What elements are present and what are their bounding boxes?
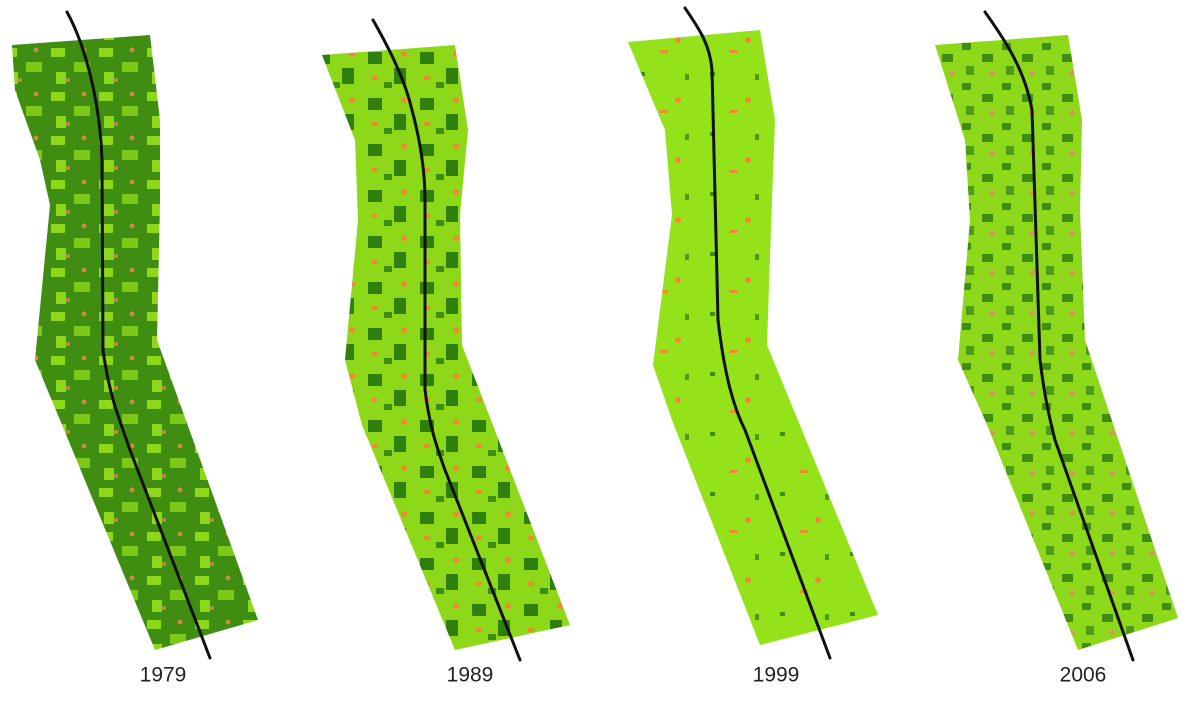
year-label: 1989 — [447, 664, 494, 687]
land-cover-strip — [628, 30, 878, 645]
land-cover-strip — [322, 45, 570, 650]
map-1979 — [12, 10, 258, 660]
year-label: 1999 — [753, 664, 800, 687]
route-line — [683, 6, 832, 660]
route-line — [983, 10, 1135, 662]
land-cover-strip — [935, 35, 1178, 650]
map-1989 — [322, 18, 570, 662]
land-cover-strip — [12, 35, 258, 650]
map-1999 — [628, 6, 878, 660]
route-line — [371, 18, 522, 662]
year-label: 2006 — [1060, 664, 1107, 687]
map-2006 — [935, 10, 1178, 662]
route-line — [65, 10, 212, 660]
year-label: 1979 — [140, 664, 187, 687]
